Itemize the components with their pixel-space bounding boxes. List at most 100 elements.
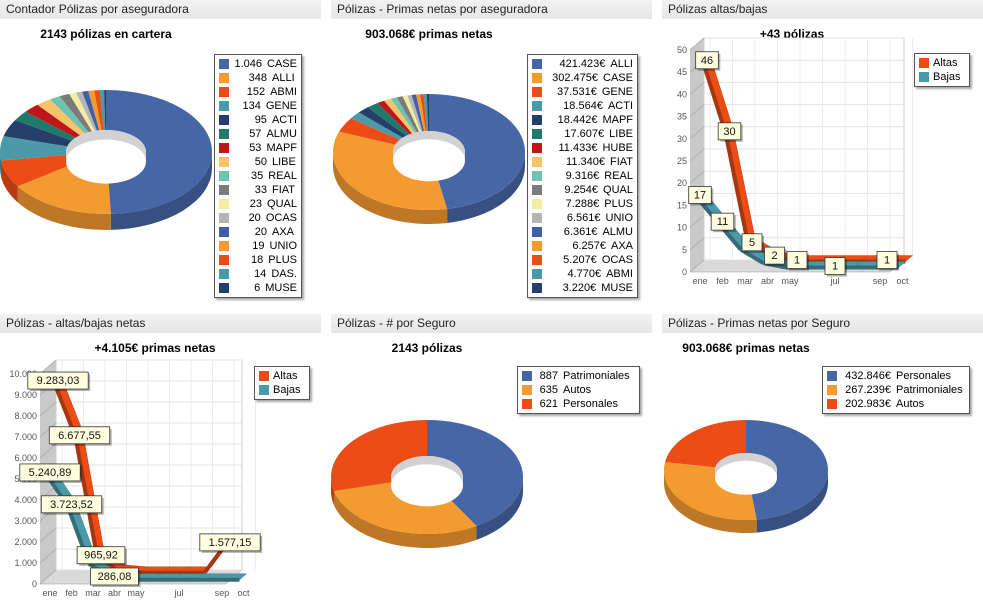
x-tick-label: feb [716,276,729,286]
chart-legend: 421.423€ ALLI 302.475€ CASE 37.531€ GENE 18.56… [527,54,638,298]
legend-value: 134 [242,100,261,112]
legend-item[interactable]: 57 ALMU [219,127,297,141]
data-label-text: 17 [694,190,706,202]
legend-item[interactable]: Altas [259,369,305,383]
legend-swatch [827,385,837,395]
legend-item[interactable]: 18.564€ ACTI [532,99,633,113]
legend-item[interactable]: 6.561€ UNIO [532,211,633,225]
legend-label: ACTI [607,100,633,112]
donut-slice-real [50,96,89,134]
legend-item[interactable]: 17.607€ LIBE [532,127,633,141]
line-chart[interactable]: 01.0002.0003.0004.0005.0006.0007.0008.00… [0,314,321,616]
data-label-box [695,51,719,70]
legend-swatch [522,399,532,409]
gridline-wall [689,215,705,228]
legend-item[interactable]: 421.423€ ALLI [532,57,633,71]
data-label-box [19,463,81,482]
legend-value: 20 [248,212,261,224]
legend-item[interactable]: 11.433€ HUBE [532,141,633,155]
legend-item[interactable]: 7.288€ PLUS [532,197,633,211]
donut-chart[interactable] [662,314,983,616]
legend-item[interactable]: 4.770€ ABMI [532,267,633,281]
donut-chart[interactable] [331,314,652,616]
data-label-text: 286,08 [98,571,132,583]
legend-item[interactable]: 348 ALLI [219,71,297,85]
legend-item[interactable]: 5.207€ OCAS [532,253,633,267]
legend-item[interactable]: 3.220€ MUSE [532,281,633,295]
legend-item[interactable]: 9.254€ QUAL [532,183,633,197]
legend-item[interactable]: 20 AXA [219,225,297,239]
legend-swatch [219,241,229,251]
legend-item[interactable]: 202.983€ Autos [827,397,965,411]
legend-item[interactable]: 50 LIBE [219,155,297,169]
panel-title: Pólizas - Primas netas por aseguradora [331,0,652,19]
legend-item[interactable]: 9.316€ REAL [532,169,633,183]
legend-value: 432.846€ [845,370,891,382]
legend-swatch [219,115,229,125]
legend-item[interactable]: 20 OCAS [219,211,297,225]
legend-item[interactable]: 134 GENE [219,99,297,113]
legend-item[interactable]: 621 Personales [522,397,635,411]
legend-value: 348 [248,72,267,84]
chart-legend: Altas Bajas [254,366,310,400]
x-tick-label: sep [215,588,230,598]
legend-item[interactable]: 19 UNIO [219,239,297,253]
legend-value: 621 [539,398,558,410]
data-label-text: 30 [723,126,735,138]
legend-item[interactable]: 35 REAL [219,169,297,183]
legend-label: GENE [265,100,297,112]
legend-item[interactable]: 267.239€ Patrimoniales [827,383,965,397]
legend-item[interactable]: 53 MAPF [219,141,297,155]
legend-item[interactable]: 152 ABMI [219,85,297,99]
panel-polizas-por-aseguradora: Contador Pólizas por aseguradora 2143 pó… [0,0,321,302]
legend-swatch [532,129,542,139]
legend-item[interactable]: 18 PLUS [219,253,297,267]
x-tick-label: feb [65,588,78,598]
legend-item[interactable]: 6.361€ ALMU [532,225,633,239]
legend-item[interactable]: 6.257€ AXA [532,239,633,253]
legend-label: ALMU [602,226,633,238]
legend-value: 6.561€ [566,212,601,224]
legend-swatch [219,185,229,195]
legend-item[interactable]: 1.046 CASE [219,57,297,71]
legend-item[interactable]: 887 Patrimoniales [522,369,635,383]
legend-item[interactable]: 14 DAS. [219,267,297,281]
y-tick-label: 5 [682,245,687,255]
legend-swatch [532,241,542,251]
donut-chart[interactable] [0,0,321,302]
legend-item[interactable]: 37.531€ GENE [532,85,633,99]
legend-label: PLUS [604,198,633,210]
panel-title: Pólizas - altas/bajas netas [0,314,321,333]
donut-slice-mapf [25,104,81,138]
donut-slice-libe [37,99,85,136]
legend-item[interactable]: 11.340€ FIAT [532,155,633,169]
legend-item[interactable]: 432.846€ Personales [827,369,965,383]
legend-item[interactable]: 302.475€ CASE [532,71,633,85]
legend-item[interactable]: 23 QUAL [219,197,297,211]
gridline-wall [39,443,57,459]
donut-slice-personales [331,420,427,492]
legend-item[interactable]: 18.442€ MAPF [532,113,633,127]
legend-swatch [522,385,532,395]
donut-slice-side [331,477,334,506]
legend-value: 37.531€ [557,86,597,98]
legend-item[interactable]: 95 ACTI [219,113,297,127]
donut-slice-gene [339,118,400,145]
data-label: 9.283,03 [27,371,91,392]
legend-label: LIBE [272,156,296,168]
legend-item[interactable]: 635 Autos [522,383,635,397]
panel-title: Pólizas - Primas netas por Seguro [662,314,983,333]
legend-label: GENE [601,86,633,98]
legend-item[interactable]: 33 FIAT [219,183,297,197]
donut-slice-ocas [420,94,427,132]
legend-item[interactable]: Altas [919,56,965,70]
donut-slice-side [333,491,477,548]
legend-label: Bajas [273,384,301,396]
legend-item[interactable]: Bajas [259,383,305,397]
legend-item[interactable]: 6 MUSE [219,281,297,295]
donut-chart[interactable] [331,0,652,302]
legend-swatch [219,129,229,139]
legend-item[interactable]: Bajas [919,70,965,84]
data-label-box [717,122,742,141]
